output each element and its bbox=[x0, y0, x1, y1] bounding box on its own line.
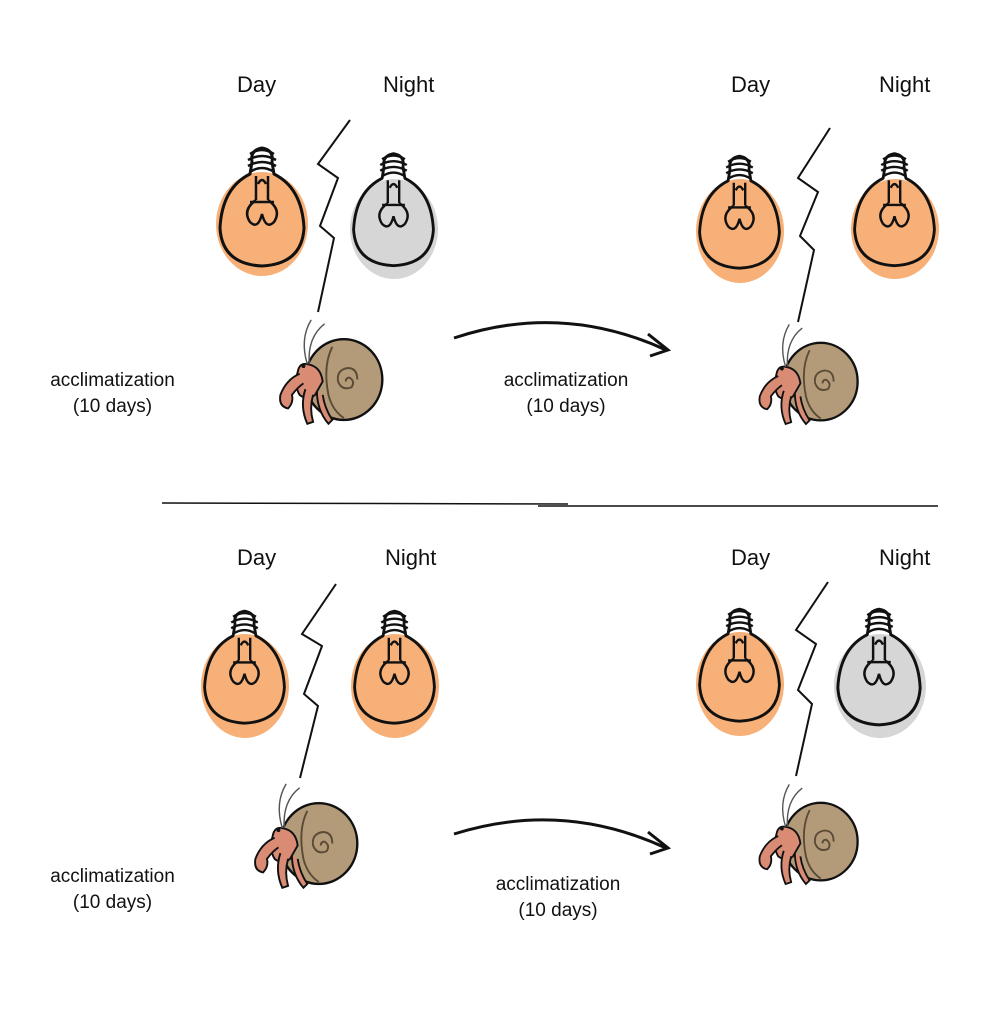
day-label: Day bbox=[237, 545, 277, 570]
day-label: Day bbox=[731, 545, 771, 570]
lightning-divider-icon bbox=[796, 127, 831, 323]
lightbulb-icon bbox=[350, 152, 438, 279]
lightbulb-icon bbox=[216, 146, 308, 276]
lightbulb-icon bbox=[351, 609, 439, 738]
hermit-crab-icon bbox=[758, 323, 859, 426]
hermit-crab-icon bbox=[278, 318, 384, 425]
lightbulb-icon bbox=[696, 154, 784, 283]
lightning-divider-icon bbox=[794, 581, 829, 777]
acclimatization-note: acclimatization (10 days) bbox=[503, 370, 629, 417]
night-label: Night bbox=[879, 545, 931, 570]
hermit-crab-icon bbox=[758, 783, 859, 886]
day-label: Day bbox=[731, 72, 771, 97]
curved-arrow-icon bbox=[453, 321, 672, 358]
lightbulb-icon bbox=[696, 607, 784, 736]
lightbulb-icon bbox=[851, 152, 939, 279]
lightbulb-icon bbox=[201, 609, 289, 738]
night-label: Night bbox=[385, 545, 437, 570]
night-label: Night bbox=[879, 72, 931, 97]
lightbulb-icon bbox=[834, 607, 926, 738]
acclimatization-note: acclimatization (10 days) bbox=[495, 874, 621, 921]
panel-divider bbox=[161, 502, 938, 507]
lightning-divider-icon bbox=[299, 583, 337, 779]
acclimatization-note: acclimatization (10 days) bbox=[50, 866, 175, 913]
acclimatization-note: acclimatization (10 days) bbox=[50, 370, 175, 417]
night-label: Night bbox=[383, 72, 435, 97]
curved-arrow-icon bbox=[453, 818, 672, 856]
day-label: Day bbox=[237, 72, 277, 97]
lightning-divider-icon bbox=[316, 119, 351, 313]
hermit-crab-icon bbox=[253, 782, 359, 889]
